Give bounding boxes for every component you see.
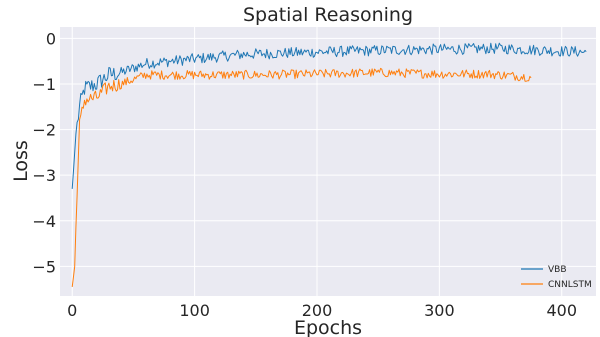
x-tick-labels: 0 100 200 300 400 [67,301,577,320]
y-tick-label: −2 [32,121,56,140]
y-axis-label: Loss [10,140,32,182]
series-line-vbb [71,42,587,189]
y-tick-label: −1 [32,75,56,94]
y-tick-label: −4 [32,212,56,231]
x-axis-label: Epochs [294,317,362,337]
x-tick-label: 100 [179,301,210,320]
legend: VBB CNNLSTM [521,265,592,290]
y-tick-label: −3 [32,166,56,185]
series-line-cnnlstm [71,67,532,287]
series-layer [71,42,587,287]
chart-title: Spatial Reasoning [243,4,413,26]
legend-label-vbb: VBB [548,265,567,275]
x-tick-label: 0 [67,301,77,320]
legend-label-cnnlstm: CNNLSTM [548,280,592,290]
y-tick-labels: 0 −1 −2 −3 −4 −5 [32,29,56,276]
x-tick-label: 200 [302,301,333,320]
y-tick-label: −5 [32,257,56,276]
x-tick-label: 300 [424,301,455,320]
y-tick-label: 0 [46,29,56,48]
x-tick-label: 400 [546,301,577,320]
plot-area [60,27,596,296]
grid [60,27,596,296]
